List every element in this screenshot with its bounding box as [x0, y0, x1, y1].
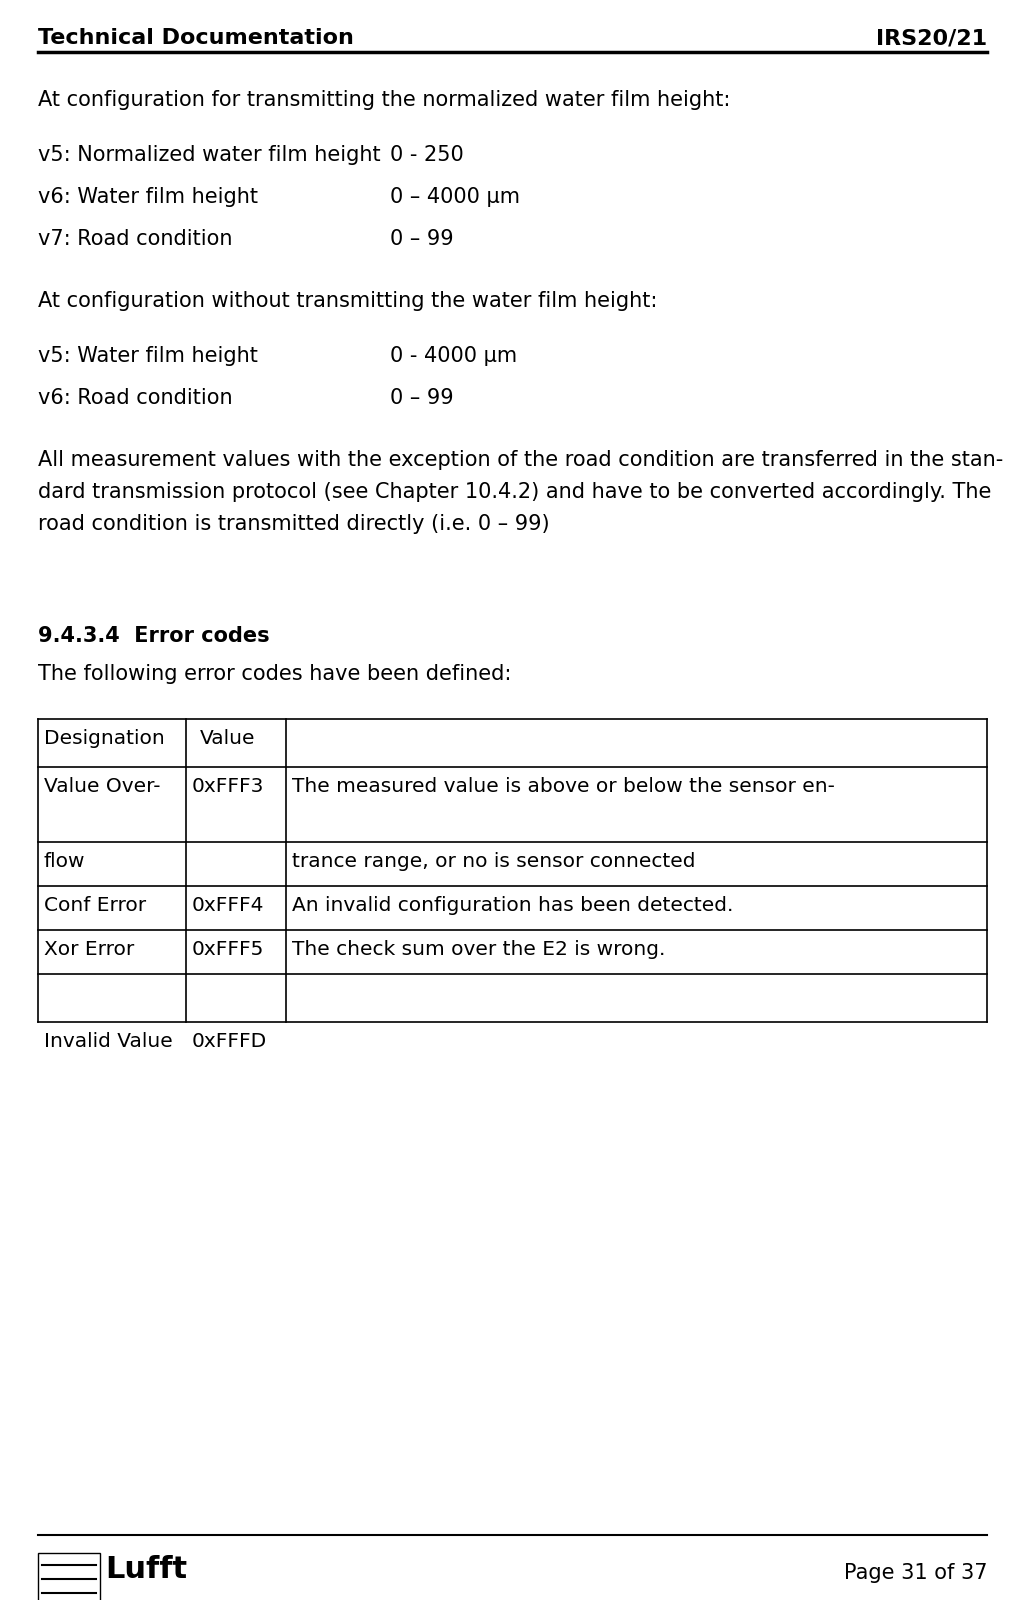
Text: dard transmission protocol (see Chapter 10.4.2) and have to be converted accordi: dard transmission protocol (see Chapter … [38, 482, 991, 502]
Text: 0xFFF5: 0xFFF5 [192, 939, 264, 958]
Text: Lufft: Lufft [105, 1555, 188, 1584]
Text: flow: flow [44, 851, 85, 870]
Text: Designation: Designation [44, 730, 165, 749]
Text: 0xFFF4: 0xFFF4 [192, 896, 264, 915]
Text: v7: Road condition: v7: Road condition [38, 229, 233, 250]
Text: 0 - 4000 µm: 0 - 4000 µm [390, 346, 518, 366]
Bar [38, 1554, 100, 1600]
Text: At configuration without transmitting the water film height:: At configuration without transmitting th… [38, 291, 657, 310]
Text: 9.4.3.4  Error codes: 9.4.3.4 Error codes [38, 626, 270, 646]
Text: Page 31 of 37: Page 31 of 37 [844, 1563, 987, 1582]
Text: Invalid Value: Invalid Value [44, 1032, 173, 1051]
Text: v5: Normalized water film height: v5: Normalized water film height [38, 146, 380, 165]
Text: 0xFFFD: 0xFFFD [192, 1032, 268, 1051]
Text: An invalid configuration has been detected.: An invalid configuration has been detect… [292, 896, 733, 915]
Text: v5: Water film height: v5: Water film height [38, 346, 258, 366]
Text: road condition is transmitted directly (i.e. 0 – 99): road condition is transmitted directly (… [38, 514, 549, 534]
Text: Technical Documentation: Technical Documentation [38, 27, 354, 48]
Text: IRS20/21: IRS20/21 [876, 27, 987, 48]
Text: trance range, or no is sensor connected: trance range, or no is sensor connected [292, 851, 696, 870]
Text: Value Over-: Value Over- [44, 778, 161, 795]
Text: The measured value is above or below the sensor en-: The measured value is above or below the… [292, 778, 835, 795]
Text: Conf Error: Conf Error [44, 896, 147, 915]
Text: The following error codes have been defined:: The following error codes have been defi… [38, 664, 511, 685]
Text: 0xFFF3: 0xFFF3 [192, 778, 264, 795]
Text: Value: Value [200, 730, 255, 749]
Text: 0 – 99: 0 – 99 [390, 229, 454, 250]
Text: Xor Error: Xor Error [44, 939, 134, 958]
Text: 0 – 99: 0 – 99 [390, 387, 454, 408]
Text: 0 – 4000 µm: 0 – 4000 µm [390, 187, 520, 206]
Text: At configuration for transmitting the normalized water film height:: At configuration for transmitting the no… [38, 90, 731, 110]
Text: v6: Water film height: v6: Water film height [38, 187, 258, 206]
Text: The check sum over the E2 is wrong.: The check sum over the E2 is wrong. [292, 939, 665, 958]
Text: v6: Road condition: v6: Road condition [38, 387, 233, 408]
Text: 0 - 250: 0 - 250 [390, 146, 463, 165]
Text: All measurement values with the exception of the road condition are transferred : All measurement values with the exceptio… [38, 450, 1003, 470]
